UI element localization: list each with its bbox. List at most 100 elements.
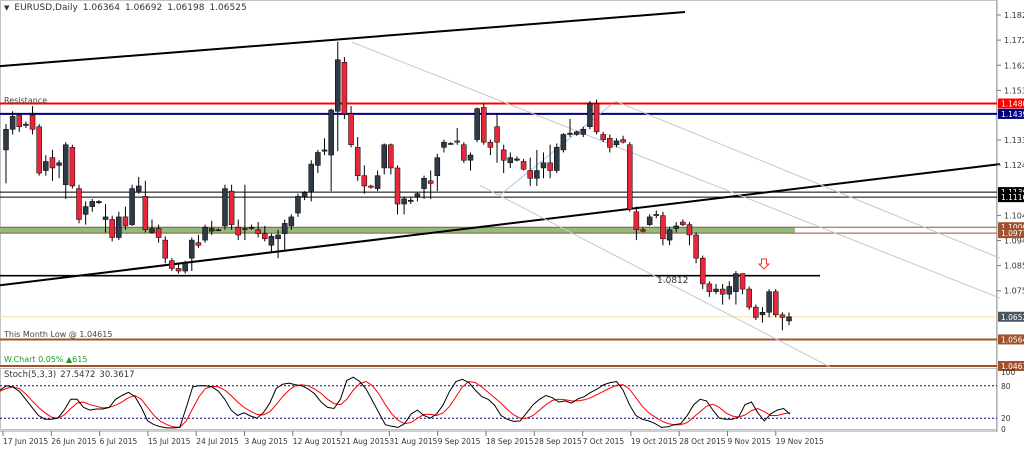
bull-candle-body — [82, 206, 89, 215]
symbol-label: EURUSD,Daily — [14, 3, 78, 13]
down-channel-1-trendline[interactable] — [351, 41, 1001, 299]
bear-candle-body — [427, 180, 434, 184]
candle — [447, 142, 454, 145]
high-value: 1.06692 — [125, 3, 163, 13]
bull-candle-body — [288, 216, 295, 227]
candle — [666, 227, 673, 246]
bear-candle-body — [262, 233, 268, 240]
stochastic-oscillator: 100 80 20 0 — [0, 368, 1016, 434]
candle — [242, 184, 248, 241]
level-1-0812-label: 1.0812 — [657, 276, 689, 286]
bull-candle-body — [759, 312, 766, 316]
bull-candle-body — [268, 235, 275, 246]
down-channel-2-trendline[interactable] — [614, 100, 1001, 259]
bull-candle-body — [89, 201, 96, 207]
candle — [262, 225, 268, 242]
bear-candle-body — [779, 314, 786, 318]
candle — [16, 113, 23, 132]
candle — [149, 219, 155, 234]
stoch-tick-label: 20 — [1001, 414, 1011, 423]
bull-candle-body — [434, 157, 441, 176]
candle — [580, 126, 587, 138]
bull-candle-body — [374, 175, 381, 189]
stoch-main-line — [0, 376, 791, 429]
candle — [753, 304, 759, 320]
candle — [494, 113, 500, 163]
bear-candle-body — [607, 138, 613, 148]
resistance-price-tag-text: 1.14800 — [1001, 100, 1024, 109]
candle — [189, 237, 195, 272]
bull-candle-body — [613, 140, 620, 146]
bear-candle-body — [195, 242, 202, 246]
open-value: 1.06364 — [82, 3, 121, 13]
time-tick-label: 19 Oct 2015 — [631, 437, 678, 446]
resistance-label: Resistance — [4, 96, 48, 105]
candle — [215, 228, 222, 232]
bull-candle-body — [447, 143, 454, 145]
bear-candle-body — [706, 283, 713, 292]
down-channel-3-trendline[interactable] — [479, 185, 831, 368]
bull-candle-body — [335, 59, 341, 112]
bull-candle-body — [295, 196, 301, 214]
stoch-signal-line — [0, 380, 791, 428]
stochastic-name: Stoch(5,3,3) — [4, 370, 57, 380]
bear-candle-body — [454, 140, 460, 143]
support-zone — [0, 227, 795, 234]
upper-channel-trendline[interactable] — [0, 11, 686, 68]
bear-candle-body — [235, 226, 241, 236]
bear-candle-body — [633, 211, 640, 231]
overlapped-label: W.Chart 0.05% ▲615 — [4, 355, 88, 364]
horizontal-levels[interactable] — [0, 102, 997, 367]
bear-candle-body — [155, 228, 162, 238]
collapse-triangle-icon[interactable]: ▼ — [4, 4, 10, 12]
bull-candle-body — [467, 154, 474, 161]
bear-candle-body — [175, 268, 182, 272]
bear-candle-body — [341, 62, 348, 115]
trendlines[interactable] — [0, 11, 1001, 368]
candle — [116, 211, 122, 241]
candle — [534, 149, 540, 186]
candle — [766, 289, 772, 318]
bull-candle-body — [23, 123, 29, 126]
bear-candle-body — [500, 149, 507, 161]
bull-candle-body — [9, 116, 16, 130]
bear-candle-body — [487, 141, 494, 148]
time-tick-label: 3 Aug 2015 — [245, 437, 288, 446]
time-tick-label: 6 Jul 2015 — [100, 437, 138, 446]
price-tick-label: 1.17260 — [1004, 36, 1024, 45]
candle — [374, 170, 381, 192]
bull-candle-body — [646, 216, 653, 225]
bear-candle-body — [354, 147, 361, 176]
candle — [633, 206, 640, 241]
bull-candle-body — [315, 152, 321, 166]
lower-channel-trendline[interactable] — [0, 163, 1001, 287]
bull-candle-body — [96, 201, 102, 203]
price-labels: 1.148001.143961.113631.111671.100001.097… — [998, 98, 1024, 371]
support-1-price-tag-text: 1.05645 — [1001, 335, 1024, 344]
bull-candle-body — [733, 273, 739, 292]
candle — [102, 204, 109, 233]
down-arrow-icon — [757, 258, 771, 270]
candle — [699, 255, 706, 290]
resistance-price-tag — [998, 98, 1024, 109]
bull-candle-body — [786, 316, 792, 322]
bear-candle-body — [69, 147, 76, 187]
candle — [520, 158, 527, 171]
bear-candle-body — [76, 188, 82, 220]
bull-candle-body — [554, 147, 560, 171]
low-value: 1.06198 — [167, 3, 205, 13]
bull-candle-body — [328, 109, 334, 156]
bull-candle-body — [301, 192, 308, 197]
zone-bottom-price-tag-text: 1.09770 — [1001, 229, 1024, 238]
candle — [759, 307, 766, 323]
bull-candle-body — [587, 103, 593, 127]
bear-candle-body — [461, 144, 467, 161]
candle — [301, 191, 308, 201]
price-tick-label: 1.07535 — [1004, 287, 1024, 296]
candle — [82, 201, 89, 225]
candle — [162, 236, 169, 264]
candle — [587, 100, 593, 130]
candle — [540, 152, 547, 179]
bull-candle-body — [189, 239, 195, 259]
